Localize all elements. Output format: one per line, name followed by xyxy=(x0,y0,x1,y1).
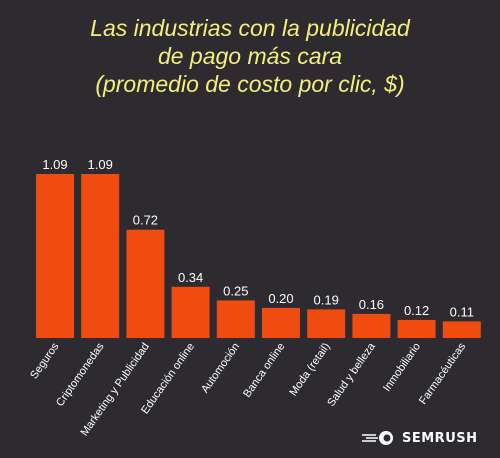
brand-logo: SEMRUSH xyxy=(360,429,478,447)
value-label-5: 0.20 xyxy=(268,291,293,306)
category-label-6: Moda (retail) xyxy=(287,341,332,398)
category-label-8: Inmobiliario xyxy=(381,341,423,394)
category-label-9: Farmacéuticas xyxy=(417,340,468,406)
category-label-0: Seguros xyxy=(28,340,62,381)
value-label-3: 0.34 xyxy=(178,270,203,285)
chart-title-line-3: (promedio de costo por clic, $) xyxy=(95,71,405,97)
category-label-1: Criptomonedas xyxy=(54,340,107,408)
value-label-6: 0.19 xyxy=(314,292,339,307)
bar-6 xyxy=(307,309,346,338)
category-label-5: Banca online xyxy=(241,341,287,400)
bar-9 xyxy=(442,321,481,338)
category-label-7: Salud y belleza xyxy=(325,340,378,409)
category-label-4: Automoción xyxy=(199,341,242,395)
value-label-2: 0.72 xyxy=(133,213,158,228)
semrush-fireball-icon xyxy=(362,431,393,445)
brand-name: SEMRUSH xyxy=(402,430,478,446)
bar-5 xyxy=(262,307,300,338)
bar-2 xyxy=(126,229,165,338)
chart-title-line-2: de pago más cara xyxy=(157,43,343,69)
bar-8 xyxy=(397,319,436,338)
bar-1 xyxy=(81,174,120,338)
value-label-7: 0.16 xyxy=(359,297,384,312)
bar-0 xyxy=(36,174,74,338)
value-label-4: 0.25 xyxy=(223,283,248,298)
chart-title-line-1: Las industrias con la publicidad xyxy=(90,15,410,41)
chart-title: Las industrias con la publicidad de pago… xyxy=(0,14,500,98)
bar-4 xyxy=(216,300,255,338)
bar-3 xyxy=(171,286,210,338)
value-label-8: 0.12 xyxy=(404,303,429,318)
value-label-0: 1.09 xyxy=(42,157,67,172)
value-label-1: 1.09 xyxy=(88,157,113,172)
bar-7 xyxy=(352,313,391,338)
value-label-9: 0.11 xyxy=(450,304,474,319)
